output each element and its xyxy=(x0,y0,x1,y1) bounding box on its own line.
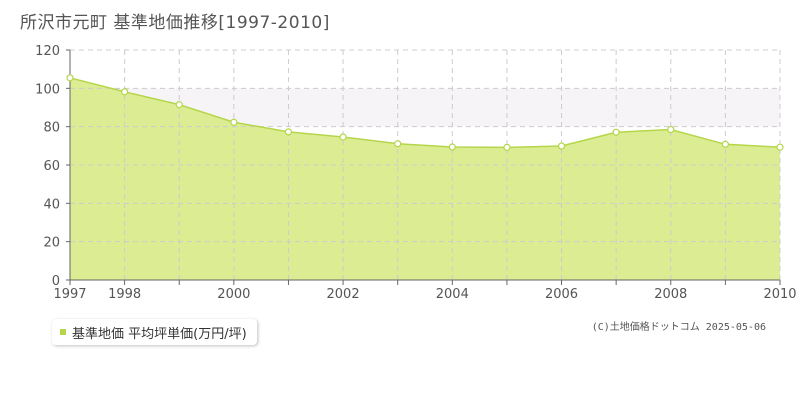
series-line xyxy=(69,77,781,149)
x-tick-label: 2010 xyxy=(763,287,796,302)
data-point xyxy=(503,143,511,151)
data-point xyxy=(66,74,74,82)
data-point xyxy=(230,118,238,126)
data-point xyxy=(557,142,566,150)
data-point xyxy=(667,125,675,134)
data-point xyxy=(121,88,129,96)
y-tick-label: 120 xyxy=(35,44,60,59)
legend-label: 基準地価 平均坪単価(万円/坪) xyxy=(72,326,247,342)
data-point xyxy=(776,143,784,151)
area-fill xyxy=(70,77,780,281)
data-point xyxy=(612,128,620,136)
y-tick-label: 20 xyxy=(43,236,60,251)
x-tick-label: 1998 xyxy=(108,287,141,302)
legend-swatch xyxy=(60,329,66,335)
x-tick-label: 2004 xyxy=(436,287,469,302)
chart-title: 所沢市元町 基準地価推移[1997-2010] xyxy=(20,13,330,33)
data-point xyxy=(339,133,347,141)
y-tick-label: 60 xyxy=(43,159,60,174)
data-point xyxy=(284,128,293,136)
x-tick-label: 2008 xyxy=(654,287,687,302)
x-tick-label: 1997 xyxy=(53,287,86,302)
x-tick-label: 2006 xyxy=(545,287,578,302)
x-tick-label: 2002 xyxy=(327,287,360,302)
copyright-text: (C)土地価格ドットコム 2025-05-06 xyxy=(591,322,766,333)
data-point xyxy=(721,140,729,148)
data-point xyxy=(448,143,456,151)
x-tick-label: 2000 xyxy=(217,287,250,302)
y-tick-label: 40 xyxy=(43,197,60,212)
data-point xyxy=(175,101,183,109)
data-point xyxy=(394,140,402,148)
y-tick-label: 80 xyxy=(43,121,60,136)
y-tick-label: 100 xyxy=(35,82,60,97)
legend: 基準地価 平均坪単価(万円/坪) xyxy=(52,319,257,345)
y-tick-label: 0 xyxy=(52,274,60,289)
